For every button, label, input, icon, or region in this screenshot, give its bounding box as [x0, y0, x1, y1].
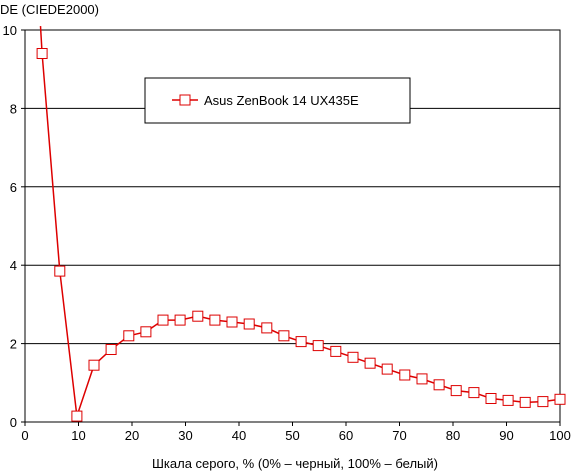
x-tick-label-60: 60: [339, 428, 353, 443]
data-point-marker: [36, 48, 48, 59]
data-point-marker: [192, 310, 204, 322]
data-point-marker: [243, 318, 255, 330]
y-tick-label-6: 6: [10, 180, 17, 195]
data-point-marker: [502, 394, 514, 406]
x-tick-label-80: 80: [446, 428, 460, 443]
data-point-marker: [54, 265, 66, 277]
data-point-marker: [554, 393, 566, 405]
data-point-marker: [88, 359, 100, 371]
x-tick-label-40: 40: [232, 428, 246, 443]
grid-lines: [25, 107, 560, 345]
y-tick-label-10: 10: [3, 23, 17, 38]
x-tick-label-30: 30: [178, 428, 192, 443]
x-tick-label-20: 20: [125, 428, 139, 443]
data-point-marker: [468, 387, 480, 399]
data-point-marker: [174, 314, 186, 326]
y-axis-label: DE (CIEDE2000): [0, 2, 99, 17]
x-tick-label-50: 50: [285, 428, 299, 443]
data-point-marker: [450, 385, 462, 397]
legend-series-name: Asus ZenBook 14 UX435E: [204, 93, 359, 108]
data-point-marker: [71, 410, 83, 422]
y-tick-label-4: 4: [10, 258, 17, 273]
data-point-marker: [123, 330, 135, 342]
data-point-marker: [364, 357, 376, 369]
data-point-marker: [226, 316, 238, 328]
data-point-marker: [209, 314, 221, 326]
y-tick-label-2: 2: [10, 337, 17, 352]
legend-marker-sample: [179, 94, 191, 106]
x-axis-label: Шкала серого, % (0% – черный, 100% – бел…: [152, 456, 438, 471]
x-tick-label-0: 0: [21, 428, 28, 443]
data-point-marker: [157, 314, 169, 326]
legend: Asus ZenBook 14 UX435E: [144, 77, 411, 124]
x-tick-label-10: 10: [71, 428, 85, 443]
data-point-marker: [105, 344, 117, 355]
data-point-marker: [330, 345, 342, 357]
data-point-marker: [347, 351, 359, 363]
y-tick-label-0: 0: [10, 415, 17, 430]
x-axis-ticks: 0 10 20 30 40 50 60 70 80 90 100: [21, 422, 571, 443]
data-point-marker: [433, 379, 445, 391]
data-point-marker: [140, 326, 152, 338]
data-point-marker: [519, 396, 531, 408]
x-tick-label-100: 100: [549, 428, 571, 443]
data-point-marker: [312, 340, 324, 352]
data-point-marker: [261, 322, 273, 334]
data-point-marker: [399, 369, 411, 381]
data-point-marker: [485, 393, 497, 404]
data-point-marker: [537, 396, 549, 408]
x-tick-label-70: 70: [392, 428, 406, 443]
y-axis-ticks: 0 2 4 6 8 10: [3, 23, 25, 430]
data-point-marker: [416, 373, 428, 385]
data-point-marker: [295, 336, 307, 348]
data-point-marker: [278, 330, 290, 342]
series-markers: [36, 48, 566, 422]
y-tick-label-8: 8: [10, 101, 17, 116]
data-point-marker: [381, 363, 393, 375]
x-tick-label-90: 90: [499, 428, 513, 443]
